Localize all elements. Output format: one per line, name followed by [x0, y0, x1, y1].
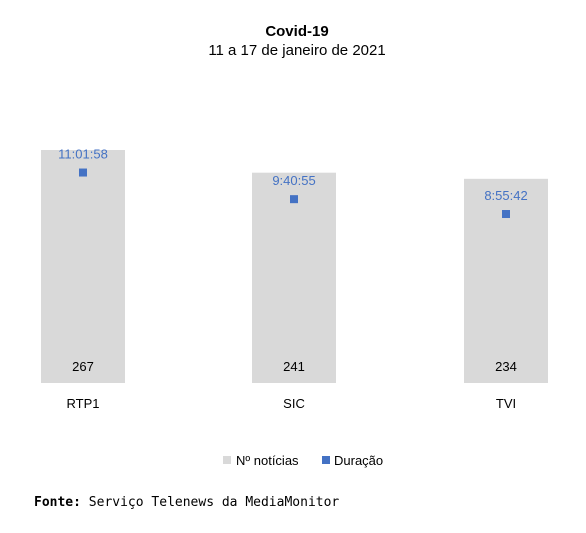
category-label: TVI [496, 396, 516, 411]
bar-tvi [464, 178, 548, 383]
source-label: Fonte [34, 495, 74, 510]
plot-area: 267 RTP1 11:01:58 241 SIC 9:40:55 234 TVI 8:55:4… [41, 147, 548, 411]
duration-label: 9:40:55 [272, 173, 315, 188]
source-note: Fonte: Serviço Telenews da MediaMonitor [34, 495, 340, 510]
chart-subtitle: 11 a 17 de janeiro de 2021 [208, 42, 385, 59]
duration-label: 11:01:58 [58, 147, 108, 162]
chart-title: Covid-19 [265, 23, 328, 40]
duration-label: 8:55:42 [484, 188, 527, 203]
legend-swatch-duracao [322, 456, 330, 464]
legend-swatch-noticias [223, 456, 231, 464]
bar-value-label: 241 [283, 359, 305, 374]
duration-marker [502, 210, 510, 219]
bar-value-label: 267 [72, 359, 94, 374]
duration-marker [79, 168, 87, 177]
bar-value-label: 234 [495, 359, 517, 374]
legend-label-duracao: Duração [334, 453, 383, 468]
legend: Nº notícias Duração [223, 453, 383, 468]
category-label: SIC [283, 396, 305, 411]
category-label: RTP1 [67, 396, 100, 411]
duration-marker [290, 195, 298, 204]
source-text: Serviço Telenews da MediaMonitor [88, 495, 340, 510]
bar-rtp1 [41, 150, 125, 383]
bar-sic [252, 172, 336, 383]
legend-label-noticias: Nº notícias [236, 453, 299, 468]
